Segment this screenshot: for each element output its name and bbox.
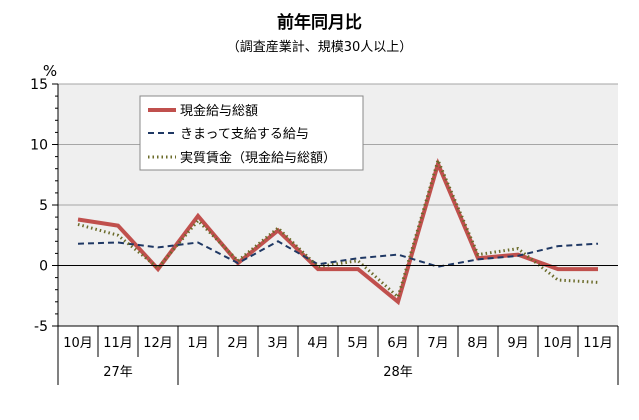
year-group-label: 27年 [103,365,133,380]
chart-subtitle: （調査産業計、規模30人以上） [226,40,413,55]
legend-label-real-wages: 実質賃金（現金給与総額） [180,150,336,166]
x-tick-label: 3月 [267,336,288,351]
y-tick-label: 15 [30,77,48,93]
x-tick-label: 6月 [387,336,408,351]
x-tick-label: 5月 [347,336,368,351]
x-tick-label: 8月 [467,336,488,351]
y-unit-label: % [43,62,57,80]
y-axis: 15 10 5 0 -5 [30,77,59,335]
legend-box [139,95,364,171]
x-tick-label: 11月 [583,336,613,351]
x-tick-label: 10月 [63,336,93,351]
x-axis: 10月 11月 12月 1月 2月 3月 4月 5月 6月 7月 8月 9月 10月 11月 27年 28年 [57,265,619,385]
x-tick-label: 12月 [143,336,173,351]
series-lines [77,155,599,306]
y-tick-label: -5 [34,319,48,335]
legend: 現金給与総額 きまって支給する給与 実質賃金（現金給与総額） [139,95,364,171]
x-tick-label: 4月 [307,336,328,351]
x-tick-label: 10月 [543,336,573,351]
year-group-label: 28年 [383,365,413,380]
chart-title: 前年同月比 [277,13,362,33]
y-tick-label: 0 [39,259,48,275]
y-tick-label: 10 [30,138,48,154]
series-line-1 [77,240,599,268]
x-tick-label: 2月 [227,336,248,351]
x-tick-label: 11月 [103,336,133,351]
series-line-0 [77,157,598,306]
x-tick-label: 7月 [427,336,448,351]
legend-label-scheduled-earnings: きまって支給する給与 [180,127,309,142]
x-tick-label: 1月 [187,336,208,351]
x-tick-label: 9月 [507,336,528,351]
y-tick-label: 5 [39,198,48,214]
legend-label-cash-earnings: 現金給与総額 [180,103,258,119]
